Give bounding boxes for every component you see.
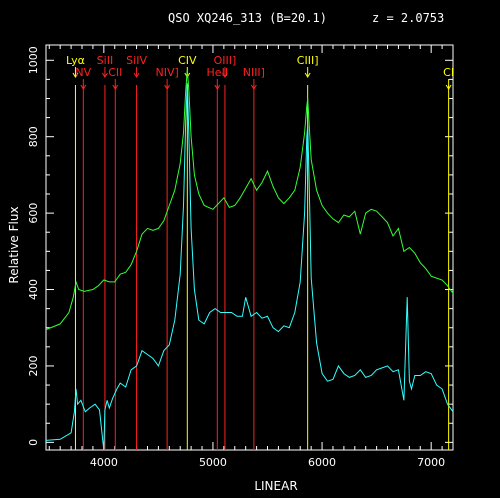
x-tick-label: 6000	[308, 456, 336, 469]
line-label: Lyα	[66, 54, 85, 67]
line-arrow-head	[222, 72, 228, 78]
line-label: CI	[443, 66, 454, 79]
lower-spectrum-line	[45, 83, 454, 451]
line-label: CIV	[178, 54, 197, 67]
x-axis-label: LINEAR	[254, 479, 297, 493]
redshift-label: z = 2.0753	[372, 11, 444, 25]
line-arrow-head	[184, 72, 191, 78]
y-tick-label: 1000	[27, 46, 40, 74]
line-label: SiII	[97, 54, 114, 67]
plot-border	[45, 44, 454, 451]
upper-spectrum-line	[45, 69, 454, 331]
line-label: NV	[75, 66, 91, 79]
y-tick-label: 400	[27, 279, 40, 300]
x-tick-label: 7000	[417, 456, 445, 469]
line-label: NIV]	[155, 66, 178, 79]
spectrum-series	[45, 69, 454, 451]
line-label: HeII	[207, 66, 229, 79]
line-label: CII	[108, 66, 122, 79]
x-tick-label: 5000	[199, 456, 227, 469]
chart-title: QSO XQ246_313 (B=20.1)	[168, 11, 327, 25]
line-label: NIII]	[243, 66, 265, 79]
line-label: OIII]	[214, 54, 237, 67]
line-label: CIII]	[297, 54, 319, 67]
line-arrow-head	[72, 72, 79, 78]
line-arrow-head	[133, 72, 140, 78]
y-tick-label: 800	[27, 126, 40, 147]
y-tick-label: 600	[27, 203, 40, 224]
line-label: SiIV	[126, 54, 147, 67]
y-axis-label: Relative Flux	[7, 206, 21, 283]
x-tick-label: 4000	[90, 456, 118, 469]
y-tick-label: 200	[27, 355, 40, 376]
plot-frame: 4000 5000 6000 7000 0 200 400 600 800 1000	[27, 44, 454, 469]
y-tick-label: 0	[27, 439, 40, 446]
line-arrow-head	[101, 72, 108, 78]
line-arrow-head	[304, 72, 311, 78]
